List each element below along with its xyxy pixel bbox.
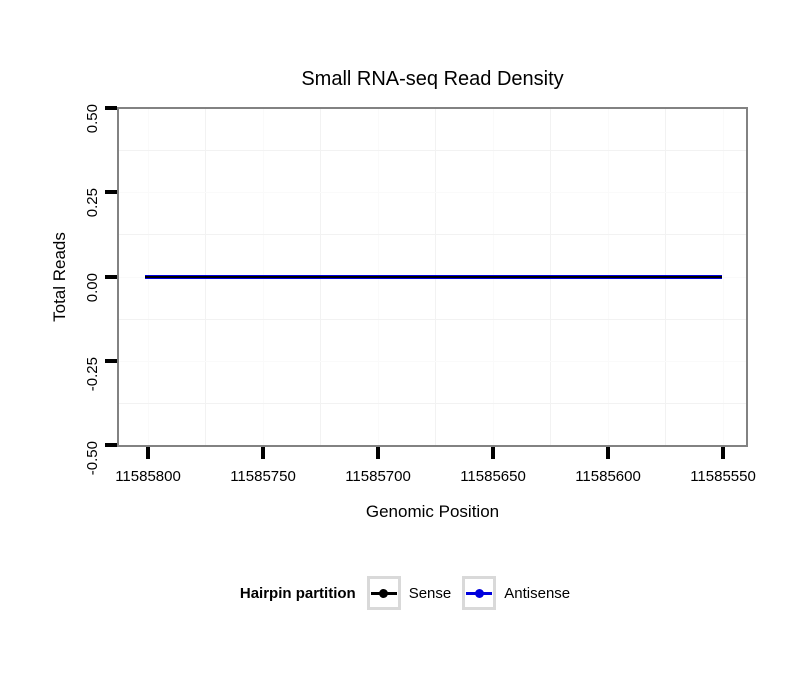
legend-label-antisense: Antisense bbox=[504, 584, 571, 602]
gridline-minor-horizontal bbox=[119, 319, 746, 320]
x-tick-mark bbox=[721, 447, 725, 459]
legend-key-antisense bbox=[462, 576, 497, 610]
gridline-major-horizontal bbox=[119, 361, 746, 362]
y-tick-mark bbox=[105, 190, 117, 194]
gridline-minor-horizontal bbox=[119, 403, 746, 404]
x-tick-mark bbox=[261, 447, 265, 459]
legend-entry-sense: Sense bbox=[366, 576, 452, 610]
x-tick-label: 11585800 bbox=[115, 468, 181, 485]
y-tick-label: 0.50 bbox=[84, 104, 101, 134]
gridline-major-horizontal bbox=[119, 192, 746, 193]
y-tick-label: 0.00 bbox=[84, 273, 101, 303]
x-tick-mark bbox=[376, 447, 380, 459]
y-tick-mark bbox=[105, 106, 117, 110]
x-tick-label: 11585650 bbox=[460, 468, 526, 485]
x-tick-mark bbox=[491, 447, 495, 459]
legend-key-sense bbox=[366, 576, 401, 610]
sense-point-icon bbox=[379, 588, 389, 598]
x-tick-label: 11585750 bbox=[230, 468, 296, 485]
plot-panel bbox=[117, 107, 748, 447]
x-tick-label: 11585700 bbox=[345, 468, 411, 485]
legend: Hairpin partition Sense Antisense bbox=[0, 572, 810, 614]
legend-entry-antisense: Antisense bbox=[462, 576, 570, 610]
legend-label-sense: Sense bbox=[408, 584, 452, 602]
y-tick-mark bbox=[105, 275, 117, 279]
x-axis-title: Genomic Position bbox=[365, 502, 500, 521]
plot-title: Small RNA-seq Read Density bbox=[301, 68, 564, 90]
x-tick-mark bbox=[146, 447, 150, 459]
y-tick-label: -0.50 bbox=[84, 441, 101, 476]
x-tick-label: 11585550 bbox=[690, 468, 756, 485]
antisense-point-icon bbox=[474, 588, 484, 598]
y-tick-mark bbox=[105, 359, 117, 363]
y-tick-mark bbox=[105, 443, 117, 447]
gridline-minor-horizontal bbox=[119, 234, 746, 235]
x-tick-mark bbox=[606, 447, 610, 459]
x-tick-label: 11585600 bbox=[575, 468, 641, 485]
y-axis-title: Total Reads bbox=[50, 232, 69, 322]
y-tick-label: 0.25 bbox=[84, 188, 101, 218]
gridline-minor-horizontal bbox=[119, 150, 746, 151]
legend-title: Hairpin partition bbox=[239, 584, 356, 602]
series-line-sense bbox=[145, 276, 722, 278]
y-tick-label: -0.25 bbox=[84, 357, 101, 392]
